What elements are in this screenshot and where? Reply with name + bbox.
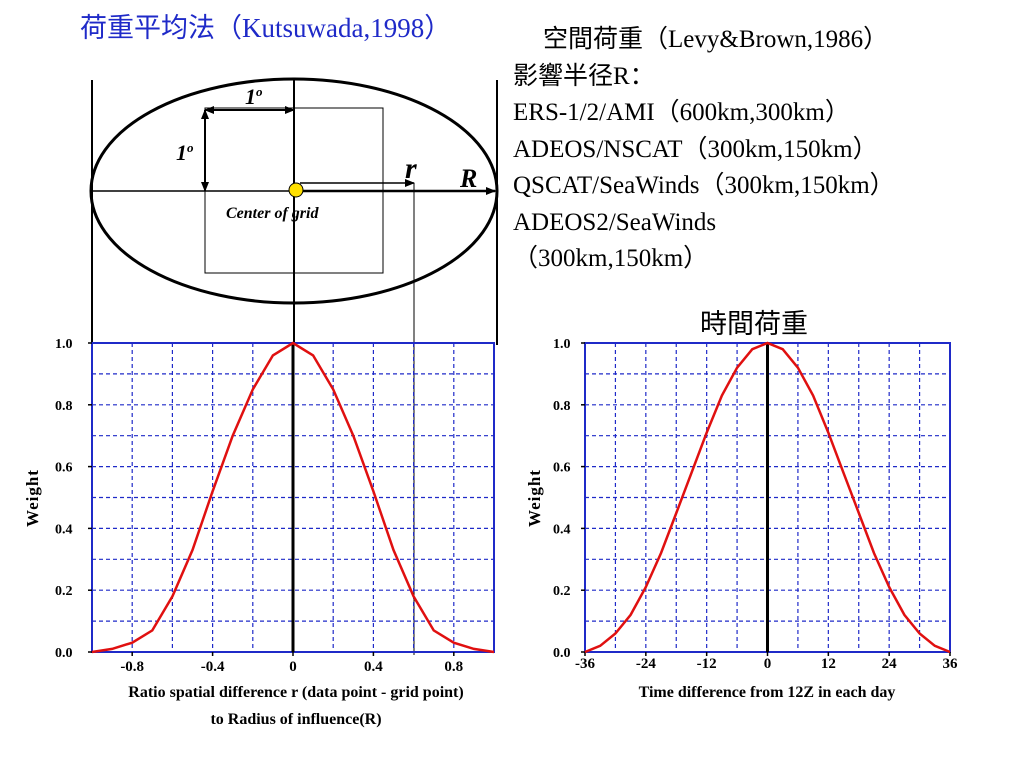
y-tick-label: 0.8 xyxy=(553,399,571,414)
time-weight-chart: 1.0 0.8 0.6 0.4 0.2 0.0 -36 -24 -12 0 12 24 36 Weight… xyxy=(525,337,958,701)
x-tick-label: 0 xyxy=(289,659,297,675)
y-axis-label: Weight xyxy=(23,469,42,527)
x-tick-label: -0.8 xyxy=(120,659,144,675)
radius-label: 影響半径R： xyxy=(513,62,655,90)
spatial-weight-chart: 1.0 0.8 0.6 0.4 0.2 0.0 -0.8 -0.4 0 0.4 0.8 Weight R… xyxy=(23,337,495,728)
y-tick-label: 0.4 xyxy=(553,522,571,537)
x-tick-label: 36 xyxy=(943,656,959,672)
y-tick-label: 0.6 xyxy=(553,461,571,476)
mission-item: ERS-1/2/AMI（600km,300km） xyxy=(513,99,850,126)
y-tick-label: 0.6 xyxy=(55,461,73,476)
x-axis-label: Time difference from 12Z in each day xyxy=(639,684,896,701)
x-tick-label: -0.4 xyxy=(201,659,225,675)
spatial-weight-info: 空間荷重（Levy&Brown,1986） 影響半径R： ERS-1/2/AMI… xyxy=(513,22,895,278)
y-tick-label: 0.2 xyxy=(55,584,73,599)
x-axis-label: Ratio spatial difference r (data point -… xyxy=(128,684,463,701)
weight-curve xyxy=(584,341,951,654)
x-tick-label: -12 xyxy=(697,656,717,672)
x-tick-label: 0.8 xyxy=(444,659,463,675)
y-tick-label: 0.8 xyxy=(55,399,73,414)
r-label: r xyxy=(405,152,417,185)
spatial-weight-heading: 空間荷重（Levy&Brown,1986） xyxy=(543,26,889,53)
x-tick-label: 0 xyxy=(764,656,772,672)
x-tick-label: 12 xyxy=(821,656,836,672)
weight-curve xyxy=(91,341,495,654)
y-tick-label: 1.0 xyxy=(553,337,571,352)
mission-item: ADEOS/NSCAT（300km,150km） xyxy=(513,135,878,163)
influence-radius-diagram: 1o 1o r R Center of grid xyxy=(89,77,499,655)
x-axis-label-line2: to Radius of influence(R) xyxy=(210,711,381,728)
x-tick-label: 24 xyxy=(882,656,898,672)
time-weight-title: 時間荷重 xyxy=(700,309,808,339)
one-degree-v-label: 1o xyxy=(176,140,194,165)
mission-item: QSCAT/SeaWinds（300km,150km） xyxy=(513,172,895,199)
y-tick-label: 0.0 xyxy=(553,646,571,661)
center-of-grid-label: Center of grid xyxy=(226,205,319,222)
x-tick-label: -36 xyxy=(575,656,595,672)
grid-center-point xyxy=(288,182,304,198)
y-tick-label: 0.0 xyxy=(55,646,73,661)
x-tick-label: 0.4 xyxy=(364,659,383,675)
y-tick-label: 0.4 xyxy=(55,522,73,537)
slide-title: 荷重平均法（Kutsuwada,1998） xyxy=(80,13,452,43)
mission-item: （300km,150km） xyxy=(513,245,709,272)
one-degree-h-label: 1o xyxy=(245,84,263,109)
mission-item: ADEOS2/SeaWinds xyxy=(513,208,717,236)
y-tick-label: 1.0 xyxy=(55,337,73,352)
y-axis-label: Weight xyxy=(525,469,544,527)
x-tick-label: -24 xyxy=(636,656,656,672)
R-label: R xyxy=(459,164,477,193)
y-tick-label: 0.2 xyxy=(553,584,571,599)
